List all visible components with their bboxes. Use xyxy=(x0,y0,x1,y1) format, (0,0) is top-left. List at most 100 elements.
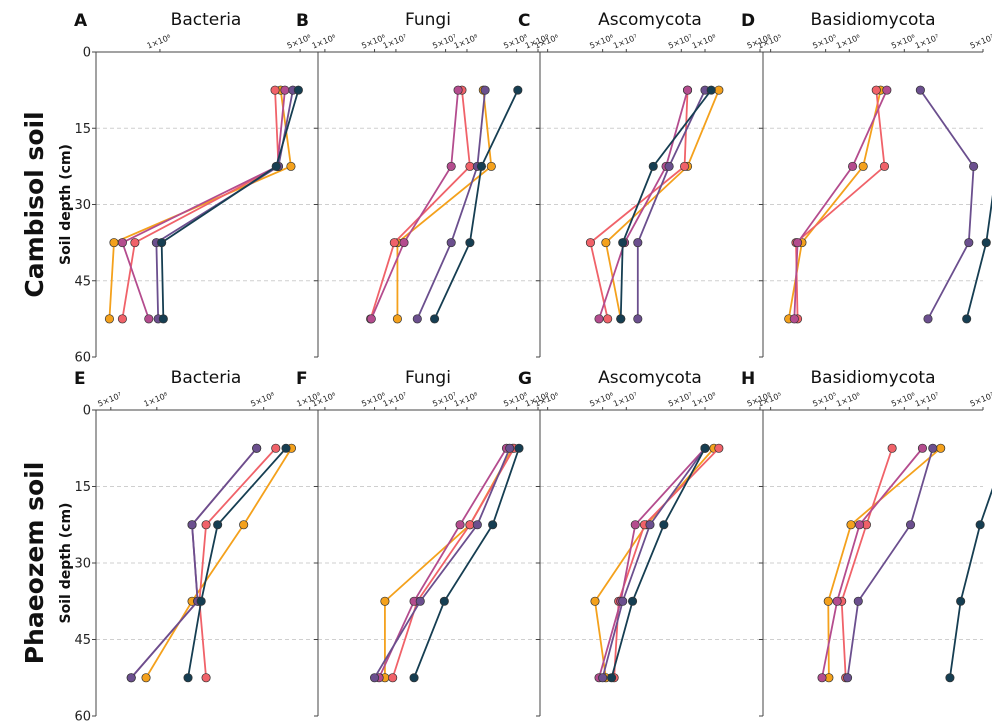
x-tick-label: 1×10⁸ xyxy=(453,391,480,409)
data-point xyxy=(846,520,856,530)
data-point xyxy=(104,314,114,324)
panel-title: Fungi xyxy=(405,10,451,30)
data-point xyxy=(633,314,643,324)
y-tick-label: 15 xyxy=(74,480,91,495)
panel-a: 1×10⁶ 5×10⁶ A Bacteria xyxy=(74,10,316,358)
data-point xyxy=(412,314,422,324)
data-point xyxy=(664,161,674,171)
y-tick-label: 60 xyxy=(74,351,91,366)
data-point xyxy=(887,443,897,453)
x-tick-label: 5×10⁷ xyxy=(97,391,124,409)
series-line xyxy=(121,90,286,320)
data-point xyxy=(917,443,927,453)
x-tick-label: 1×10⁶ xyxy=(146,33,173,51)
x-tick-label: 1×10⁸ xyxy=(143,391,170,409)
data-point xyxy=(645,520,655,530)
data-point xyxy=(682,85,693,95)
data-point xyxy=(616,314,626,324)
data-point xyxy=(981,238,991,248)
data-point xyxy=(488,520,498,530)
data-point xyxy=(476,161,487,171)
data-point xyxy=(415,596,425,606)
y-tick-label: 45 xyxy=(74,633,91,648)
data-point xyxy=(446,161,456,171)
data-point xyxy=(369,673,380,683)
series-line xyxy=(846,447,934,678)
x-tick-label: 1×10⁸ xyxy=(453,33,480,51)
series-line xyxy=(433,89,519,320)
panel-title: Bacteria xyxy=(171,10,242,30)
data-point xyxy=(630,520,640,530)
series-line xyxy=(416,90,486,320)
series-line xyxy=(413,447,520,679)
y-tick-label: 30 xyxy=(74,557,91,572)
series-line xyxy=(160,89,300,319)
x-tick-label: 1×10⁷ xyxy=(612,391,639,409)
series-line xyxy=(598,447,706,678)
row-title: Cambisol soil xyxy=(20,111,49,297)
data-point xyxy=(603,314,613,324)
data-point xyxy=(936,443,946,453)
data-point xyxy=(439,596,449,606)
data-point xyxy=(590,596,600,606)
data-point xyxy=(633,238,643,248)
row-title: Phaeozem soil xyxy=(20,462,49,665)
data-point xyxy=(389,238,399,248)
series-line xyxy=(793,89,888,319)
series-line xyxy=(145,447,293,679)
data-point xyxy=(789,314,799,324)
data-point xyxy=(964,238,974,248)
x-tick-label: 1×10⁶ xyxy=(311,33,338,51)
panel-letter: D xyxy=(741,11,755,31)
x-tick-label: 1×10⁷ xyxy=(914,391,941,409)
series-line xyxy=(604,89,720,320)
data-point xyxy=(607,673,617,683)
panel-letter: B xyxy=(296,11,309,31)
data-point xyxy=(409,673,419,683)
data-point xyxy=(962,314,972,324)
data-point xyxy=(975,520,985,530)
series-line xyxy=(396,90,493,319)
data-point xyxy=(270,85,280,95)
data-point xyxy=(601,238,611,248)
data-point xyxy=(157,238,167,248)
data-point xyxy=(446,238,456,248)
data-point xyxy=(706,85,716,95)
data-point xyxy=(201,673,211,683)
data-point xyxy=(453,85,463,95)
series-line xyxy=(369,90,471,320)
data-point xyxy=(455,520,465,530)
series-line xyxy=(601,447,706,678)
series-line xyxy=(610,447,706,678)
x-tick-label: 1×10⁷ xyxy=(612,33,639,51)
data-point xyxy=(280,85,290,95)
data-point xyxy=(109,238,119,248)
data-point xyxy=(853,596,863,606)
y-axis-label: Soil depth (cm) xyxy=(58,503,74,624)
data-point xyxy=(430,314,440,324)
data-point xyxy=(714,85,724,95)
data-point xyxy=(187,520,197,530)
data-point xyxy=(380,596,390,606)
data-point xyxy=(144,314,154,324)
panel-title: Basidiomycota xyxy=(810,10,935,30)
data-point xyxy=(117,238,127,248)
data-point xyxy=(594,314,604,324)
data-point xyxy=(618,238,628,248)
data-point xyxy=(882,85,892,95)
data-point xyxy=(585,238,595,248)
data-point xyxy=(700,443,710,453)
data-point xyxy=(871,85,881,95)
series-line xyxy=(594,447,715,678)
x-tick-label: 1×10⁶ xyxy=(835,391,862,409)
y-tick-label: 60 xyxy=(74,710,91,724)
series-line xyxy=(130,447,258,679)
series-line xyxy=(391,447,515,679)
data-point xyxy=(239,520,249,530)
data-point xyxy=(271,161,281,171)
series-line xyxy=(370,90,459,320)
data-point xyxy=(843,673,853,683)
data-point xyxy=(158,314,168,324)
